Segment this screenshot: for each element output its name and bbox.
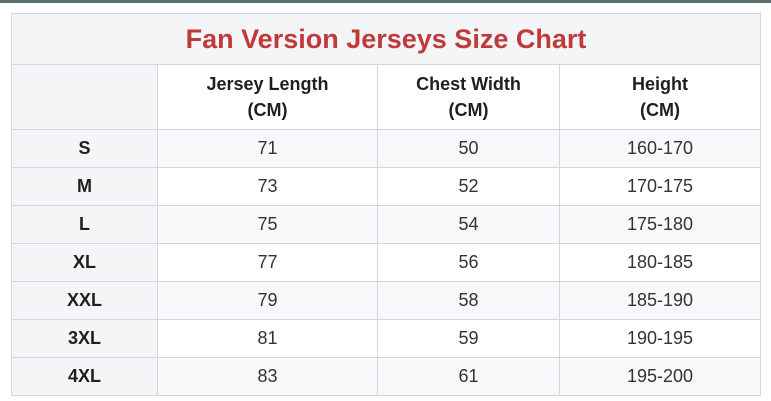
table-row: 3XL 81 59 190-195 <box>11 319 762 358</box>
chest-width-cell: 52 <box>377 167 560 206</box>
jersey-length-cell: 81 <box>157 319 378 358</box>
table-row: 4XL 83 61 195-200 <box>11 357 762 396</box>
jersey-length-cell: 83 <box>157 357 378 396</box>
chest-width-cell: 50 <box>377 129 560 168</box>
table-row: S 71 50 160-170 <box>11 129 762 168</box>
chest-width-cell: 54 <box>377 205 560 244</box>
header-jersey-length: Jersey Length (CM) <box>157 64 378 130</box>
height-cell: 160-170 <box>558 129 762 168</box>
size-label: S <box>11 129 158 168</box>
chest-width-cell: 58 <box>377 281 560 320</box>
header-label: Jersey Length <box>206 74 329 94</box>
size-label: L <box>11 205 158 244</box>
jersey-length-cell: 75 <box>157 205 378 244</box>
header-label: Chest Width <box>416 74 521 94</box>
chest-width-cell: 61 <box>377 357 560 396</box>
height-cell: 175-180 <box>558 205 762 244</box>
table-row: L 75 54 175-180 <box>11 205 762 244</box>
header-unit: (CM) <box>247 100 288 120</box>
size-label: XXL <box>11 281 158 320</box>
chest-width-cell: 59 <box>377 319 560 358</box>
height-cell: 195-200 <box>558 357 762 396</box>
header-height: Height (CM) <box>558 64 762 130</box>
header-corner-cell <box>11 64 158 130</box>
size-label: M <box>11 167 158 206</box>
size-label: 4XL <box>11 357 158 396</box>
jersey-length-cell: 73 <box>157 167 378 206</box>
height-cell: 180-185 <box>558 243 762 282</box>
table-row: XXL 79 58 185-190 <box>11 281 762 320</box>
top-divider <box>0 0 771 3</box>
table-row: XL 77 56 180-185 <box>11 243 762 282</box>
jersey-length-cell: 77 <box>157 243 378 282</box>
height-cell: 185-190 <box>558 281 762 320</box>
size-label: XL <box>11 243 158 282</box>
size-chart-table: Fan Version Jerseys Size Chart Jersey Le… <box>10 13 762 396</box>
header-label: Height <box>632 74 688 94</box>
jersey-length-cell: 71 <box>157 129 378 168</box>
size-label: 3XL <box>11 319 158 358</box>
chest-width-cell: 56 <box>377 243 560 282</box>
height-cell: 190-195 <box>558 319 762 358</box>
header-row: Jersey Length (CM) Chest Width (CM) Heig… <box>11 64 762 130</box>
header-unit: (CM) <box>640 100 680 120</box>
table-row: M 73 52 170-175 <box>11 167 762 206</box>
chart-title: Fan Version Jerseys Size Chart <box>10 13 762 65</box>
header-chest-width: Chest Width (CM) <box>377 64 560 130</box>
header-unit: (CM) <box>448 100 489 120</box>
jersey-length-cell: 79 <box>157 281 378 320</box>
height-cell: 170-175 <box>558 167 762 206</box>
